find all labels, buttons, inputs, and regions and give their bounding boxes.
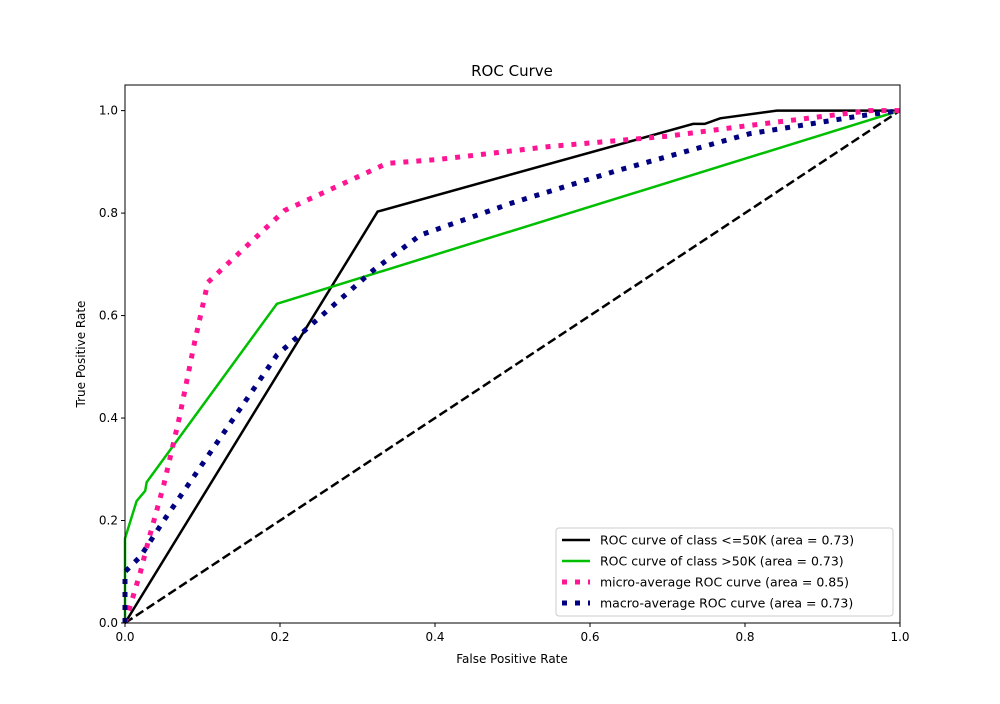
legend-box [555,527,894,617]
y-tick-label: 1.0 [99,104,118,118]
y-axis-label: True Positive Rate [74,301,88,409]
legend-label: macro-average ROC curve (area = 0.73) [600,596,853,611]
legend-label: micro-average ROC curve (area = 0.85) [600,575,849,590]
plot-lines [122,108,901,625]
chart-title: ROC Curve [471,62,553,80]
legend: ROC curve of class <=50K (area = 0.73) RO… [555,527,894,617]
x-tick-label: 0.0 [115,630,134,644]
y-tick-label: 0.0 [99,616,118,630]
legend-label: ROC curve of class >50K (area = 0.73) [600,554,844,569]
chance-diagonal-line [124,109,901,625]
x-axis-label: False Positive Rate [456,652,568,666]
series-line-3 [122,108,901,623]
plot-frame [124,84,901,624]
x-tick-label: 1.0 [890,630,909,644]
series-line-0 [123,109,900,624]
x-tick-label: 0.2 [270,630,289,644]
axis-ticks: 0.0 0.2 0.4 0.6 0.8 1.0 0.0 0.2 0.4 0.6 0.8 1.0 [99,104,910,644]
x-tick-label: 0.6 [580,630,599,644]
y-tick-label: 0.6 [99,309,118,323]
y-tick-label: 0.4 [99,411,118,425]
y-tick-label: 0.2 [99,514,118,528]
series-line-2 [122,108,900,624]
x-tick-label: 0.8 [735,630,754,644]
y-tick-label: 0.8 [99,206,118,220]
x-tick-label: 0.4 [425,630,444,644]
legend-label: ROC curve of class <=50K (area = 0.73) [600,533,854,548]
